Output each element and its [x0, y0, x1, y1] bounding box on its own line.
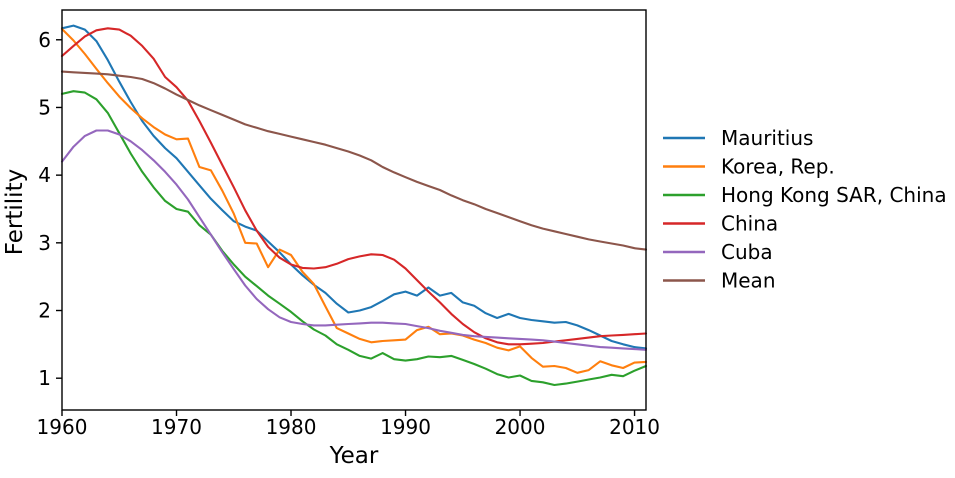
- y-tick-label: 5: [38, 95, 51, 119]
- x-axis-label: Year: [329, 443, 379, 469]
- x-tick-label: 1970: [151, 415, 202, 439]
- legend-item-hong-kong-sar-china: Hong Kong SAR, China: [663, 183, 947, 207]
- plot-area-border: [61, 9, 647, 411]
- legend-item-mauritius: Mauritius: [663, 126, 813, 150]
- x-tick-label: 1960: [37, 415, 88, 439]
- x-tick-label: 2010: [609, 415, 660, 439]
- series-line-cuba: [60, 129, 648, 351]
- series-line-hong-kong-sar-china: [60, 90, 648, 387]
- y-tick-label: 4: [38, 163, 51, 187]
- series-line-korea-rep: [60, 27, 648, 374]
- y-axis-label: Fertility: [2, 169, 28, 255]
- legend-item-china: China: [663, 212, 778, 236]
- y-tick-label: 2: [38, 299, 51, 323]
- y-tick-label: 3: [38, 231, 51, 255]
- legend-label-mauritius: Mauritius: [721, 126, 813, 150]
- y-tick-label: 6: [38, 28, 51, 52]
- legend-label-hong-kong-sar-china: Hong Kong SAR, China: [721, 183, 947, 207]
- series-line-mauritius: [60, 24, 648, 350]
- series-line-mean: [60, 70, 648, 251]
- x-tick-label: 1990: [380, 415, 431, 439]
- legend-item-mean: Mean: [663, 269, 776, 293]
- legend-label-korea-rep: Korea, Rep.: [721, 155, 835, 179]
- legend-item-cuba: Cuba: [663, 240, 773, 264]
- legend-label-china: China: [721, 212, 778, 236]
- x-tick-label: 2000: [495, 415, 546, 439]
- legend-item-korea-rep: Korea, Rep.: [663, 155, 835, 179]
- y-tick-label: 1: [38, 366, 51, 390]
- legend-label-cuba: Cuba: [721, 240, 773, 264]
- legend-label-mean: Mean: [721, 269, 776, 293]
- x-tick-label: 1980: [266, 415, 317, 439]
- series-line-china: [60, 27, 648, 346]
